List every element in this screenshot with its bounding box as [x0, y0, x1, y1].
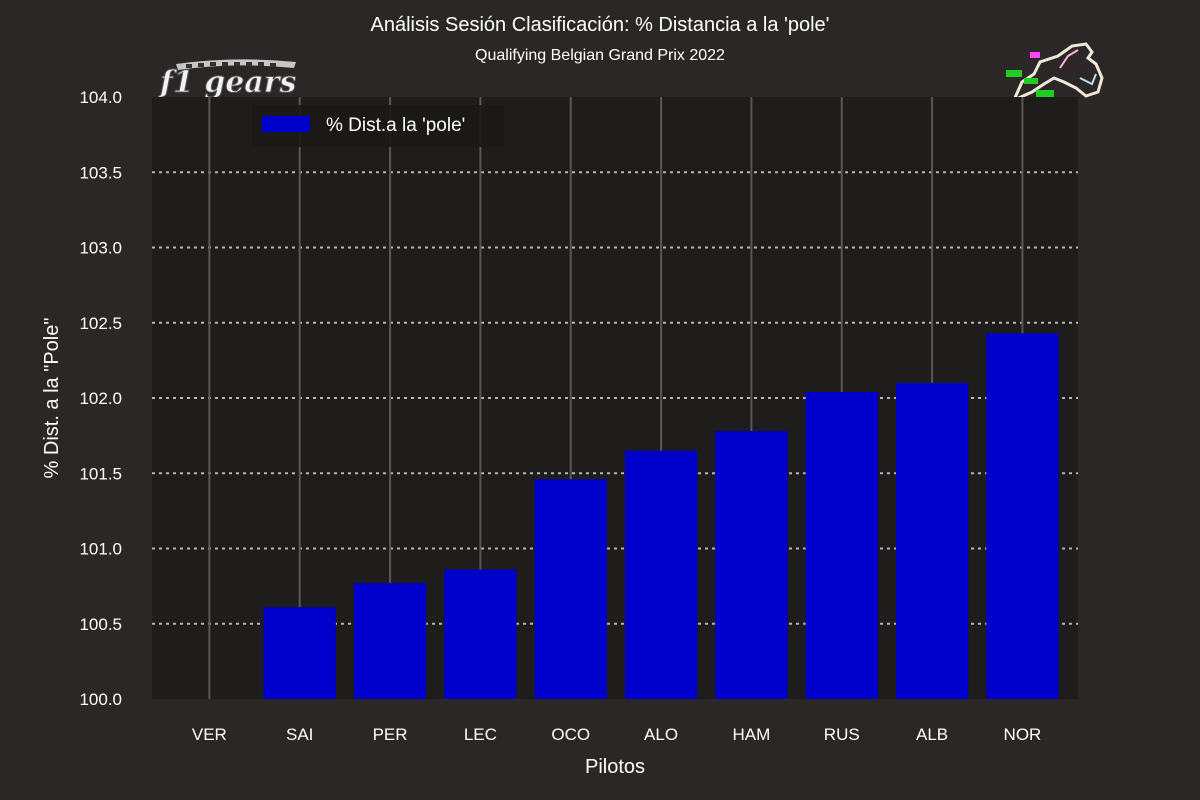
x-tick-label: LEC: [464, 725, 497, 744]
x-tick-label: NOR: [1004, 725, 1042, 744]
y-tick-label: 104.0: [79, 88, 122, 107]
y-axis-label: % Dist. a la "Pole": [41, 318, 63, 479]
x-tick-label: RUS: [824, 725, 860, 744]
bar-per: [353, 583, 427, 699]
bar-rus: [805, 391, 878, 699]
y-tick-label: 101.5: [79, 464, 122, 483]
bar-sai: [263, 607, 336, 699]
y-tick-label: 102.0: [79, 389, 122, 408]
y-tick-label: 100.0: [79, 690, 122, 709]
chart-title: Análisis Sesión Clasificación: % Distanc…: [370, 14, 830, 36]
f1gears-logo: f1 gears: [156, 54, 316, 102]
x-tick-label: VER: [192, 725, 227, 744]
bar-ham: [715, 431, 788, 699]
legend-label: % Dist.a la 'pole': [326, 115, 465, 136]
x-tick-label: PER: [373, 725, 408, 744]
y-tick-label: 103.5: [79, 163, 122, 182]
bar-alo: [624, 450, 698, 699]
logo-text: f1 gears: [158, 65, 297, 100]
legend-swatch: [262, 116, 310, 132]
bar-alb: [895, 382, 969, 699]
x-tick-label: HAM: [733, 725, 771, 744]
bar-oco: [534, 479, 607, 699]
x-tick-label: ALO: [644, 725, 678, 744]
x-axis-label: Pilotos: [585, 756, 645, 778]
bar-nor: [986, 333, 1059, 699]
legend: % Dist.a la 'pole': [252, 105, 504, 147]
x-tick-label: ALB: [916, 725, 948, 744]
y-tick-label: 100.5: [79, 615, 122, 634]
chart-subtitle: Qualifying Belgian Grand Prix 2022: [475, 47, 725, 64]
x-tick-label: SAI: [286, 725, 313, 744]
y-tick-label: 101.0: [79, 540, 122, 559]
y-tick-label: 102.5: [79, 314, 122, 333]
bar-lec: [444, 569, 517, 699]
x-tick-label: OCO: [551, 725, 590, 744]
y-tick-label: 103.0: [79, 239, 122, 258]
circuit-map-icon: [1000, 38, 1110, 104]
